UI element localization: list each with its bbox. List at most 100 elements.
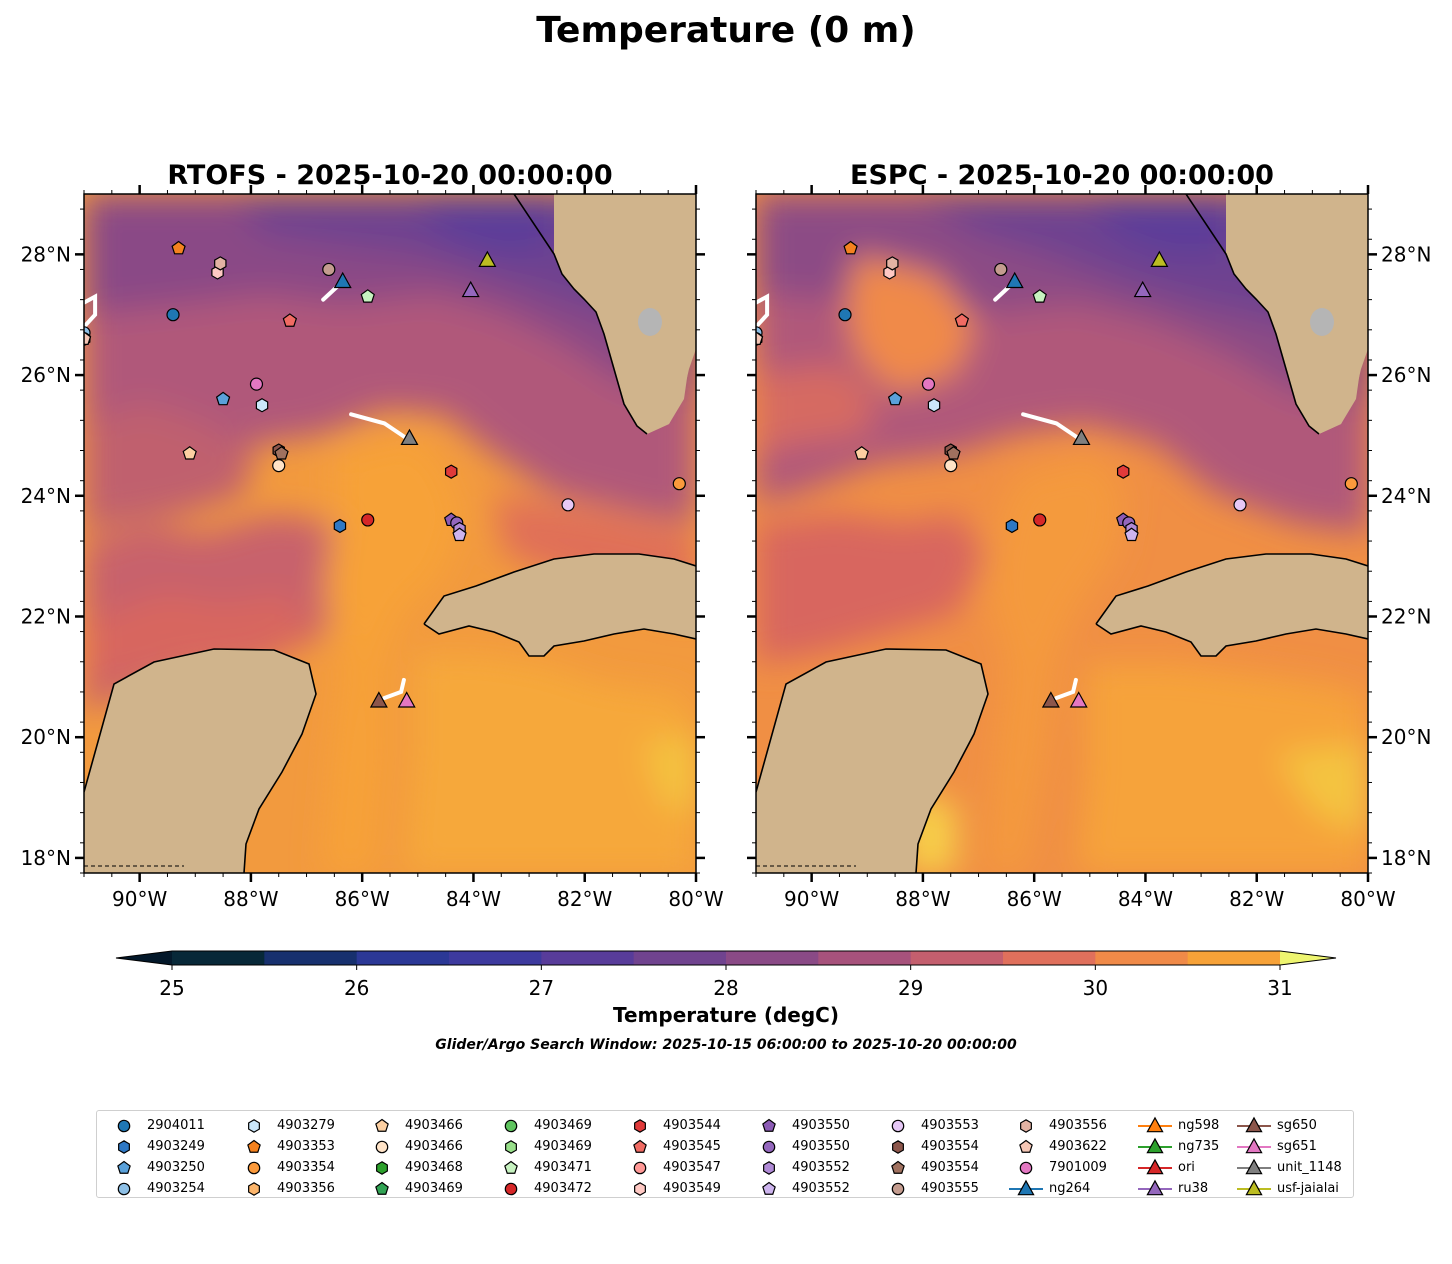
marker-4903553 — [561, 498, 575, 512]
marker-4903556 — [886, 256, 899, 271]
legend-swatch — [762, 1181, 776, 1195]
marker-ng264 — [1005, 271, 1024, 289]
lon-tick-label: 88°W — [223, 887, 278, 911]
legend-item: 4903472 — [494, 1178, 592, 1199]
colorbar-segment — [1187, 951, 1281, 965]
legend-label: 4903554 — [921, 1139, 979, 1154]
lon-tick-label: 90°W — [112, 887, 167, 911]
marker-2904011 — [838, 308, 852, 322]
marker-sg651 — [1069, 691, 1088, 708]
colorbar-under-extension — [116, 951, 172, 965]
lon-tick-label: 86°W — [335, 887, 390, 911]
marker-4903250 — [887, 391, 903, 406]
legend-label: 4903472 — [534, 1181, 592, 1196]
search-window-note: Glider/Argo Search Window: 2025-10-15 06… — [435, 1037, 1017, 1053]
legend-swatch — [892, 1139, 904, 1154]
legend-label: 4903550 — [792, 1139, 850, 1154]
track-unit_1148 — [1021, 412, 1081, 441]
legend-column: 2904011 4903249 4903250 4903254 — [107, 1115, 205, 1199]
legend-label: 4903549 — [663, 1181, 721, 1196]
legend-item: 4903556 — [1009, 1115, 1107, 1136]
colorbar-segments — [115, 950, 1337, 966]
legend-item: 4903469 — [365, 1178, 463, 1199]
legend-item: 4903354 — [237, 1157, 335, 1178]
marker-4903554 — [946, 445, 961, 460]
marker-4903553 — [1233, 498, 1247, 512]
marker-4903622 — [84, 331, 92, 345]
marker-4903353 — [843, 240, 858, 255]
legend-swatch — [1019, 1139, 1033, 1153]
lat-tick-label: 22°N — [1381, 604, 1431, 628]
legend-item: 4903552 — [752, 1178, 850, 1199]
lat-tick-label: 26°N — [21, 363, 71, 387]
legend-item: 4903550 — [752, 1115, 850, 1136]
legend-label: 4903471 — [534, 1160, 592, 1175]
legend-label: 7901009 — [1049, 1160, 1107, 1175]
legend-item: ori — [1138, 1157, 1219, 1178]
marker-4903472 — [361, 513, 375, 527]
legend-label: 4903254 — [147, 1181, 205, 1196]
legend-swatch — [375, 1118, 389, 1132]
legend-label: 4903279 — [277, 1118, 335, 1133]
legend-item: 4903555 — [881, 1178, 979, 1199]
lon-tick-label: 84°W — [446, 887, 501, 911]
lon-tick-label: 82°W — [1229, 887, 1284, 911]
legend-label: sg650 — [1277, 1118, 1317, 1133]
marker-4903466 — [272, 459, 286, 473]
legend-item: unit_1148 — [1237, 1157, 1342, 1178]
legend-label: 4903353 — [277, 1139, 335, 1154]
marker-4903466 — [182, 445, 197, 460]
legend-item: 4903469 — [494, 1115, 592, 1136]
marker-sg650 — [369, 691, 388, 708]
legend-label: ng264 — [1049, 1181, 1091, 1196]
legend-swatch — [504, 1160, 518, 1174]
legend-label: 4903469 — [534, 1118, 592, 1133]
marker-4903472 — [1033, 513, 1047, 527]
marker-7901009 — [921, 377, 936, 391]
legend-swatch — [891, 1160, 905, 1174]
legend-label: 4903466 — [405, 1118, 463, 1133]
lat-tick-label: 28°N — [1381, 242, 1431, 266]
legend-swatch — [762, 1140, 776, 1153]
legend-label: 4903466 — [405, 1139, 463, 1154]
marker-4903466 — [944, 459, 958, 473]
legend-item: 4903554 — [881, 1136, 979, 1157]
legend-swatch — [248, 1118, 260, 1133]
lon-tick-label: 84°W — [1118, 887, 1173, 911]
legend-column: ng598 ng735 ori ru38 — [1138, 1115, 1219, 1199]
marker-4903554 — [274, 445, 289, 460]
legend-swatch — [633, 1139, 647, 1153]
colorbar-segment — [264, 951, 358, 965]
legend-swatch — [1237, 1116, 1271, 1132]
legend-item: 4903549 — [623, 1178, 721, 1199]
marker-usf-jaialai — [1150, 250, 1169, 267]
legend-item: 4903468 — [365, 1157, 463, 1178]
marker-2904011 — [166, 308, 180, 322]
legend-label: ng598 — [1178, 1118, 1220, 1133]
marker-ru38 — [461, 280, 480, 298]
markers-rtofs — [84, 240, 686, 708]
legend-swatch — [633, 1161, 647, 1174]
legend-label: 4903550 — [792, 1118, 850, 1133]
legend-item: 4903554 — [881, 1157, 979, 1178]
legend-swatch — [247, 1161, 261, 1174]
legend-swatch — [1138, 1137, 1172, 1153]
legend-item: 4903466 — [365, 1136, 463, 1157]
suptitle: Temperature (0 m) — [536, 10, 915, 51]
legend-item: 4903552 — [752, 1157, 850, 1178]
legend-label: 4903555 — [921, 1181, 979, 1196]
lon-tick-label: 86°W — [1007, 887, 1062, 911]
legend-item: 4903356 — [237, 1178, 335, 1199]
legend-column: 4903556 4903622 7901009 ng264 — [1009, 1115, 1107, 1199]
colorbar-segment — [910, 951, 1004, 965]
legend-item: 4903249 — [107, 1136, 205, 1157]
legend-item: ng264 — [1009, 1178, 1107, 1199]
lon-tick-label: 80°W — [668, 887, 723, 911]
colorbar-segment — [541, 951, 635, 965]
legend-column: 4903469 4903469 4903471 4903472 — [494, 1115, 592, 1199]
legend-item: 4903279 — [237, 1115, 335, 1136]
marker-4903552 — [1124, 527, 1139, 542]
legend-label: 4903354 — [277, 1160, 335, 1175]
legend-item: sg651 — [1237, 1136, 1342, 1157]
